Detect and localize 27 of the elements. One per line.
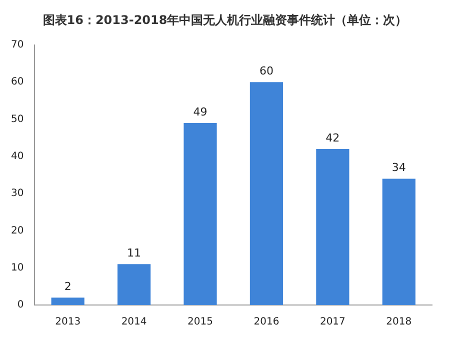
y-tick-label: 60 — [10, 76, 24, 88]
y-tick-label: 10 — [10, 262, 24, 274]
chart-title: 图表16：2013-2018年中国无人机行业融资事件统计（单位：次） — [42, 12, 408, 29]
data-label: 42 — [326, 131, 340, 144]
bar — [117, 264, 151, 305]
bar — [316, 149, 350, 305]
data-label: 34 — [392, 161, 406, 174]
data-label: 49 — [193, 105, 208, 118]
bar — [250, 82, 284, 305]
y-tick-label: 40 — [10, 151, 24, 162]
y-tick-label: 30 — [10, 188, 24, 200]
x-tick-label: 2014 — [121, 316, 147, 328]
data-label: 2 — [64, 280, 72, 293]
bar — [184, 123, 217, 305]
y-tick-label: 50 — [10, 114, 24, 125]
bar — [51, 298, 84, 305]
data-label: 60 — [259, 64, 274, 78]
y-tick-label: 20 — [10, 225, 24, 236]
x-tick-label: 2013 — [55, 316, 81, 328]
x-tick-label: 2016 — [254, 316, 280, 328]
x-tick-label: 2018 — [386, 316, 412, 328]
data-label: 11 — [127, 246, 142, 260]
y-tick-label: 0 — [17, 300, 24, 311]
x-tick-label: 2015 — [188, 316, 213, 328]
x-tick-label: 2017 — [320, 316, 346, 328]
bar — [382, 178, 416, 305]
y-tick-label: 70 — [10, 40, 24, 51]
